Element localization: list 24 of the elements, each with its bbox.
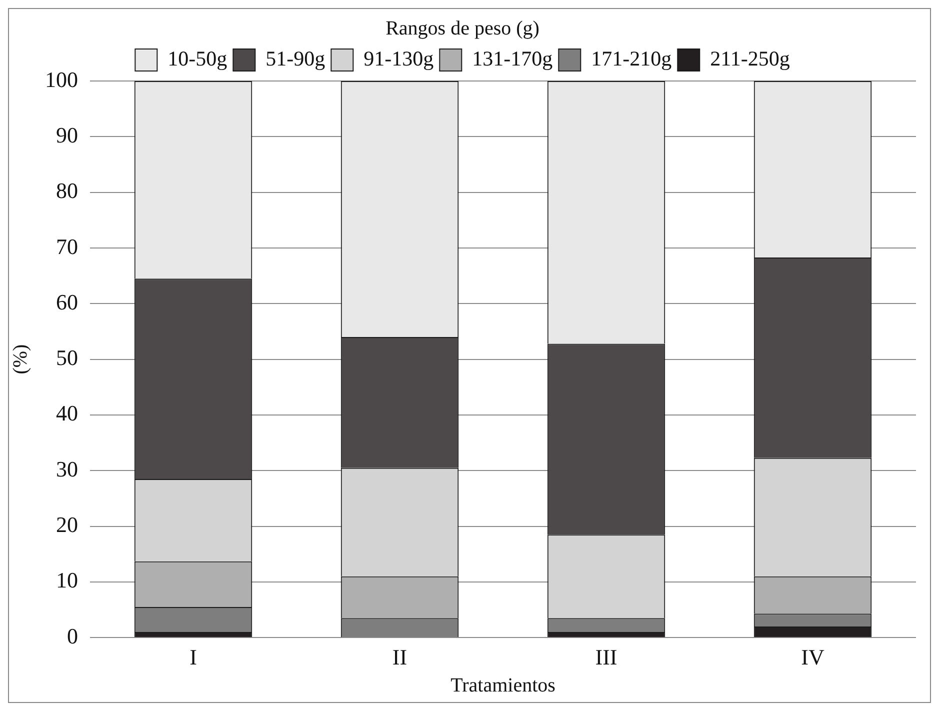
y-tick-label: 90 (56, 122, 78, 148)
y-tick-label: 60 (56, 289, 78, 314)
x-tick-label: III (595, 644, 618, 670)
y-tick-label: 50 (56, 345, 78, 370)
y-tick-label: 0 (67, 623, 78, 648)
y-tick-label: 40 (56, 400, 78, 426)
x-tick-label: I (190, 644, 197, 670)
legend-label: 131-170g (472, 46, 554, 71)
y-tick-label: 70 (56, 234, 78, 259)
legend-label: 171-210g (591, 46, 672, 71)
legend-title: Rangos de peso (g) (386, 17, 540, 40)
legend-label: 51-90g (266, 46, 326, 71)
x-axis-title: Tratamientos (450, 674, 556, 696)
y-tick-label: 100 (45, 66, 78, 92)
y-tick-label: 30 (56, 456, 78, 482)
x-tick-label: IV (801, 644, 824, 670)
legend-label: 10-50g (168, 46, 228, 71)
y-axis-title: (%) (9, 344, 32, 374)
y-tick-label: 10 (56, 568, 78, 593)
legend-label: 211-250g (710, 46, 790, 71)
legend-label: 91-130g (364, 46, 434, 71)
y-tick-label: 20 (56, 512, 78, 538)
x-tick-label: II (392, 644, 408, 670)
y-tick-label: 80 (56, 178, 78, 204)
